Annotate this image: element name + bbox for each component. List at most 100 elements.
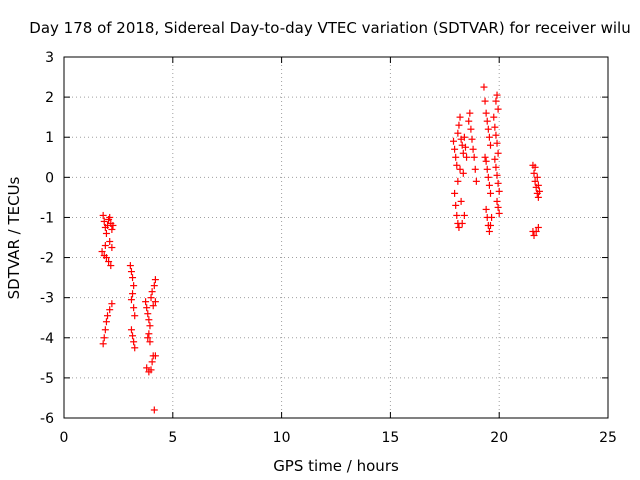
data-point [99,211,107,219]
data-point [458,219,466,227]
data-point [102,254,110,262]
data-point [482,109,490,117]
data-point [130,304,138,312]
data-point [492,131,500,139]
y-tick-label: 3 [45,50,54,66]
data-point [484,173,492,181]
data-point [101,326,109,334]
data-point [104,312,112,320]
data-point [485,133,493,141]
data-point [129,274,137,282]
data-point [534,181,542,189]
data-point [490,113,498,121]
data-point [106,238,114,246]
data-point [493,139,501,147]
data-point [494,105,502,113]
data-point [102,318,110,326]
data-point [100,334,108,342]
data-point [533,173,541,181]
data-point [467,125,475,133]
data-point [451,145,459,153]
data-point [459,169,467,177]
data-point [488,213,496,221]
data-point [127,296,135,304]
y-tick-label: -5 [40,371,54,387]
data-point [148,358,156,366]
data-point [452,153,460,161]
data-point [486,221,494,229]
data-point [131,312,139,320]
data-point [102,229,110,237]
data-point [493,91,501,99]
data-point [468,135,476,143]
data-point [142,298,150,306]
data-point [106,213,114,221]
data-point [454,129,462,137]
data-point [151,276,159,284]
y-tick-label: 2 [45,90,54,106]
data-point [530,169,538,177]
data-point [145,316,153,324]
data-point [469,145,477,153]
data-point [483,165,491,173]
data-point [470,153,478,161]
data-point [463,153,471,161]
data-point [456,113,464,121]
data-point [494,179,502,187]
data-point [534,193,542,201]
data-point [460,133,468,141]
x-tick-label: 20 [490,430,508,446]
data-point [530,231,538,239]
data-point [459,149,467,157]
data-point [99,340,107,348]
data-point [455,223,463,231]
data-point [147,366,155,374]
grid [64,57,608,418]
data-point [148,288,156,296]
data-point [108,244,116,252]
data-point [535,187,543,195]
data-point [106,306,114,314]
data-point [149,302,157,310]
data-point [100,217,108,225]
data-point [108,300,116,308]
x-tick-label: 25 [599,430,617,446]
data-point [450,137,458,145]
data-point [492,97,500,105]
data-point [131,344,139,352]
data-point [486,141,494,149]
data-point [127,268,135,276]
data-point [484,125,492,133]
y-tick-label: -3 [40,291,54,307]
data-point [101,242,109,250]
data-point [147,294,155,302]
y-axis-label: SDTVAR / TECUs [5,176,23,299]
data-point [105,258,113,266]
axis-ticks: 0 5 10 15 20 25 -6 -5 -4 -3 -2 -1 0 1 2 3 [40,50,617,446]
x-tick-label: 0 [60,430,69,446]
y-tick-label: -2 [40,251,54,267]
data-point [531,177,539,185]
data-point [150,406,158,414]
plot-frame [63,56,609,419]
data-point [109,221,117,229]
data-point [144,334,152,342]
data-point [143,364,151,372]
x-axis-label: GPS time / hours [273,457,399,475]
data-point [107,262,115,270]
data-point [457,197,465,205]
data-point [146,322,154,330]
data-point [143,304,151,312]
data-point [531,163,539,171]
data-point [481,153,489,161]
data-point [129,332,137,340]
data-point [492,163,500,171]
data-point [451,189,459,197]
data-point [452,201,460,209]
x-tick-label: 10 [273,430,291,446]
data-point [461,143,469,151]
data-point [486,189,494,197]
x-tick-label: 15 [381,430,399,446]
data-point [493,171,501,179]
data-point [151,352,159,360]
